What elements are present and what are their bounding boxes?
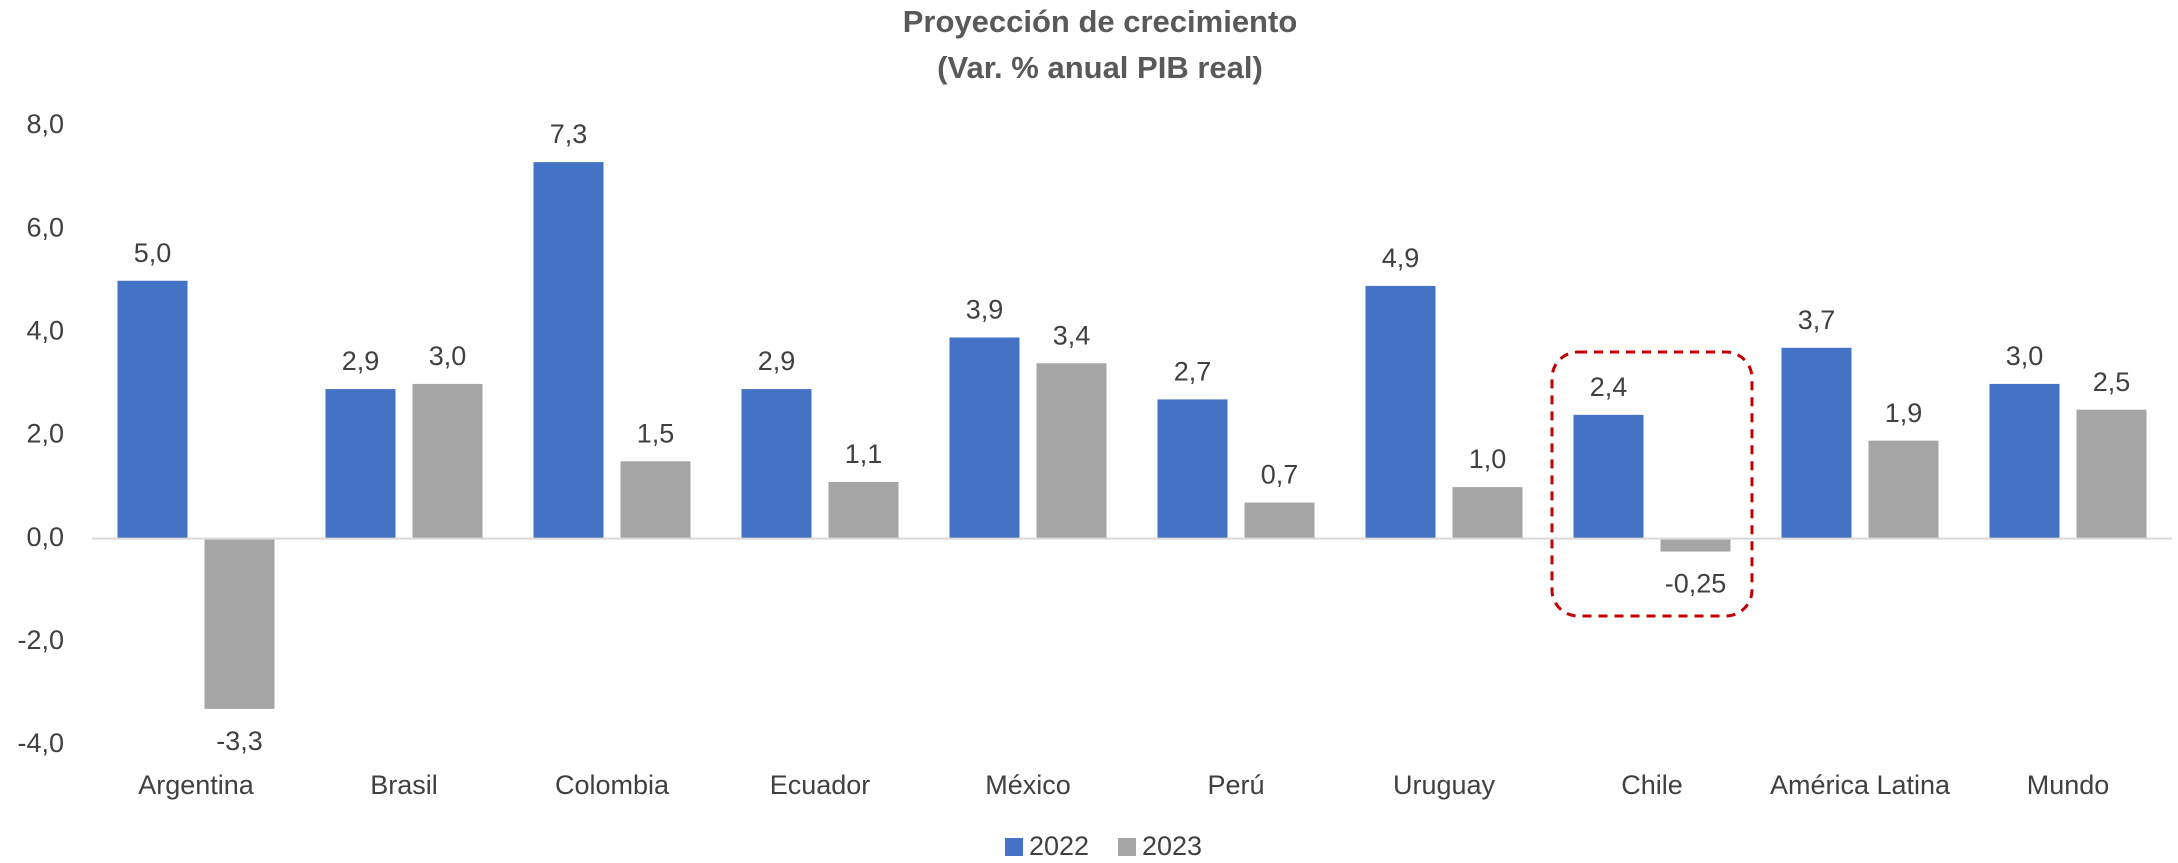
data-label: 3,7 <box>1798 305 1836 335</box>
bar <box>1452 487 1523 539</box>
x-tick-label: América Latina <box>1770 770 1951 800</box>
data-label: 5,0 <box>134 238 172 268</box>
x-tick-label: Mundo <box>2027 770 2110 800</box>
x-tick-label: Chile <box>1621 770 1683 800</box>
bar <box>620 461 691 539</box>
y-tick-label: 4,0 <box>26 315 64 345</box>
chart-subtitle: (Var. % anual PIB real) <box>937 50 1263 85</box>
bar <box>325 389 396 539</box>
data-label: 2,7 <box>1174 357 1212 387</box>
legend-swatch <box>1118 838 1136 856</box>
x-tick-label: Argentina <box>138 770 255 800</box>
bar <box>741 389 812 539</box>
y-tick-label: 0,0 <box>26 522 64 552</box>
bar <box>117 280 188 539</box>
data-label: 3,0 <box>429 341 467 371</box>
data-label: 7,3 <box>550 119 588 149</box>
bar <box>1989 383 2060 539</box>
x-tick-label: Ecuador <box>770 770 871 800</box>
bar <box>533 162 604 539</box>
bar <box>828 481 899 539</box>
legend-label: 2022 <box>1029 831 1089 861</box>
bar <box>1157 399 1228 539</box>
data-label: 2,9 <box>758 346 796 376</box>
data-label: 3,4 <box>1053 320 1091 350</box>
bar <box>2076 409 2147 539</box>
data-label: 2,5 <box>2093 367 2131 397</box>
data-label: -3,3 <box>216 726 263 756</box>
data-label: 1,9 <box>1885 398 1923 428</box>
data-label: 2,4 <box>1590 372 1628 402</box>
y-tick-label: -4,0 <box>17 728 64 758</box>
data-label: 1,1 <box>845 439 883 469</box>
x-tick-label: Perú <box>1207 770 1264 800</box>
bar <box>1868 440 1939 539</box>
data-label: 2,9 <box>342 346 380 376</box>
bar <box>949 337 1020 539</box>
y-tick-label: -2,0 <box>17 625 64 655</box>
x-tick-label: Brasil <box>370 770 438 800</box>
data-label: 4,9 <box>1382 243 1420 273</box>
bar <box>1781 347 1852 539</box>
bar <box>412 383 483 539</box>
bar <box>204 538 275 709</box>
bar <box>1365 285 1436 539</box>
bar <box>1573 414 1644 539</box>
y-tick-label: 6,0 <box>26 212 64 242</box>
legend-swatch <box>1005 838 1023 856</box>
y-tick-label: 8,0 <box>26 109 64 139</box>
data-label: 1,0 <box>1469 444 1507 474</box>
bar <box>1660 538 1731 552</box>
highlight-box <box>1550 350 1754 618</box>
data-label: -0,25 <box>1665 569 1727 599</box>
data-label: 3,0 <box>2006 341 2044 371</box>
data-label: 1,5 <box>637 418 675 448</box>
bar <box>1036 363 1107 539</box>
y-tick-label: 2,0 <box>26 419 64 449</box>
data-label: 0,7 <box>1261 460 1299 490</box>
legend-label: 2023 <box>1142 831 1202 861</box>
chart-title: Proyección de crecimiento <box>903 4 1298 39</box>
data-label: 3,9 <box>966 295 1004 325</box>
bar <box>1244 502 1315 539</box>
x-tick-label: Colombia <box>555 770 670 800</box>
x-tick-label: Uruguay <box>1393 770 1496 800</box>
x-tick-label: México <box>985 770 1071 800</box>
